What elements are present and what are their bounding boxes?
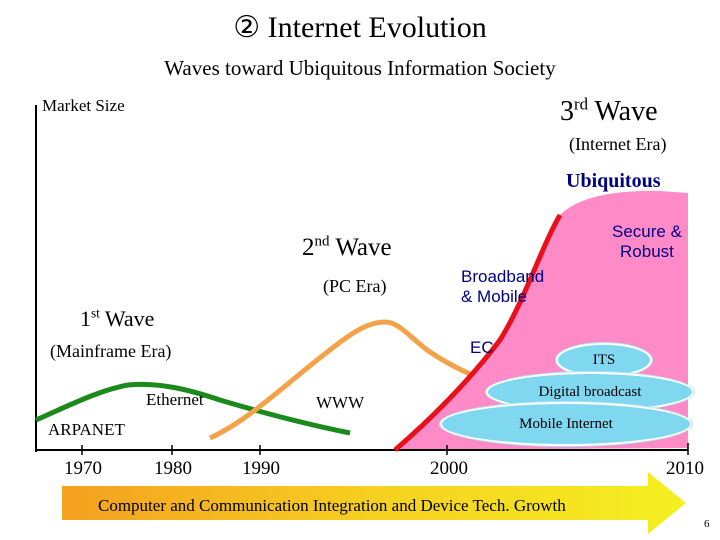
ec-label: EC <box>470 338 494 357</box>
third-wave-era: (Internet Era) <box>569 134 667 154</box>
third-wave-curve <box>393 213 563 452</box>
mobile-internet-bubble: Mobile Internet <box>440 402 692 446</box>
slide-subtitle: Waves toward Ubiquitous Information Soci… <box>164 56 556 80</box>
first-wave-curve <box>34 381 351 436</box>
third-wave-word: Wave <box>594 96 658 127</box>
secure-robust-label: Secure & Robust <box>612 222 682 262</box>
first-wave-suffix: st <box>91 305 100 321</box>
third-wave-number: 3 <box>560 96 574 127</box>
ubiquitous-label: Ubiquitous <box>566 170 661 192</box>
ethernet-label: Ethernet <box>146 390 204 409</box>
year-1990: 1990 <box>242 458 280 479</box>
first-wave-number: 1 <box>80 306 91 331</box>
third-wave-suffix: rd <box>574 94 588 114</box>
second-wave-word: Wave <box>335 234 392 261</box>
first-wave-title: 1st Wave <box>80 306 154 332</box>
growth-arrow-text: Computer and Communication Integration a… <box>98 496 566 515</box>
y-axis-label: Market Size <box>42 96 125 115</box>
growth-arrow <box>62 472 686 534</box>
year-2000: 2000 <box>430 458 468 479</box>
year-2010: 2010 <box>666 458 704 479</box>
secure-line1: Secure & <box>612 222 682 241</box>
third-wave-title: 3rd Wave <box>560 96 658 128</box>
broadband-line1: Broadband <box>461 267 545 286</box>
second-wave-title: 2nd Wave <box>302 234 392 262</box>
broadband-mobile-label: Broadband & Mobile <box>461 267 544 307</box>
first-wave-word: Wave <box>104 306 155 331</box>
first-wave-era: (Mainframe Era) <box>50 341 172 361</box>
www-label: WWW <box>316 393 365 412</box>
year-1980: 1980 <box>154 458 192 479</box>
secure-line2: Robust <box>620 242 674 261</box>
year-1970: 1970 <box>64 458 102 479</box>
arpanet-label: ARPANET <box>48 420 125 439</box>
second-wave-number: 2 <box>302 234 315 261</box>
second-wave-era: (PC Era) <box>323 276 387 296</box>
second-wave-suffix: nd <box>314 233 330 250</box>
second-wave-curve <box>208 319 474 441</box>
slide-title: ② Internet Evolution <box>233 11 487 44</box>
broadband-line2: & Mobile <box>461 287 528 306</box>
page-number: 6 <box>704 518 710 530</box>
